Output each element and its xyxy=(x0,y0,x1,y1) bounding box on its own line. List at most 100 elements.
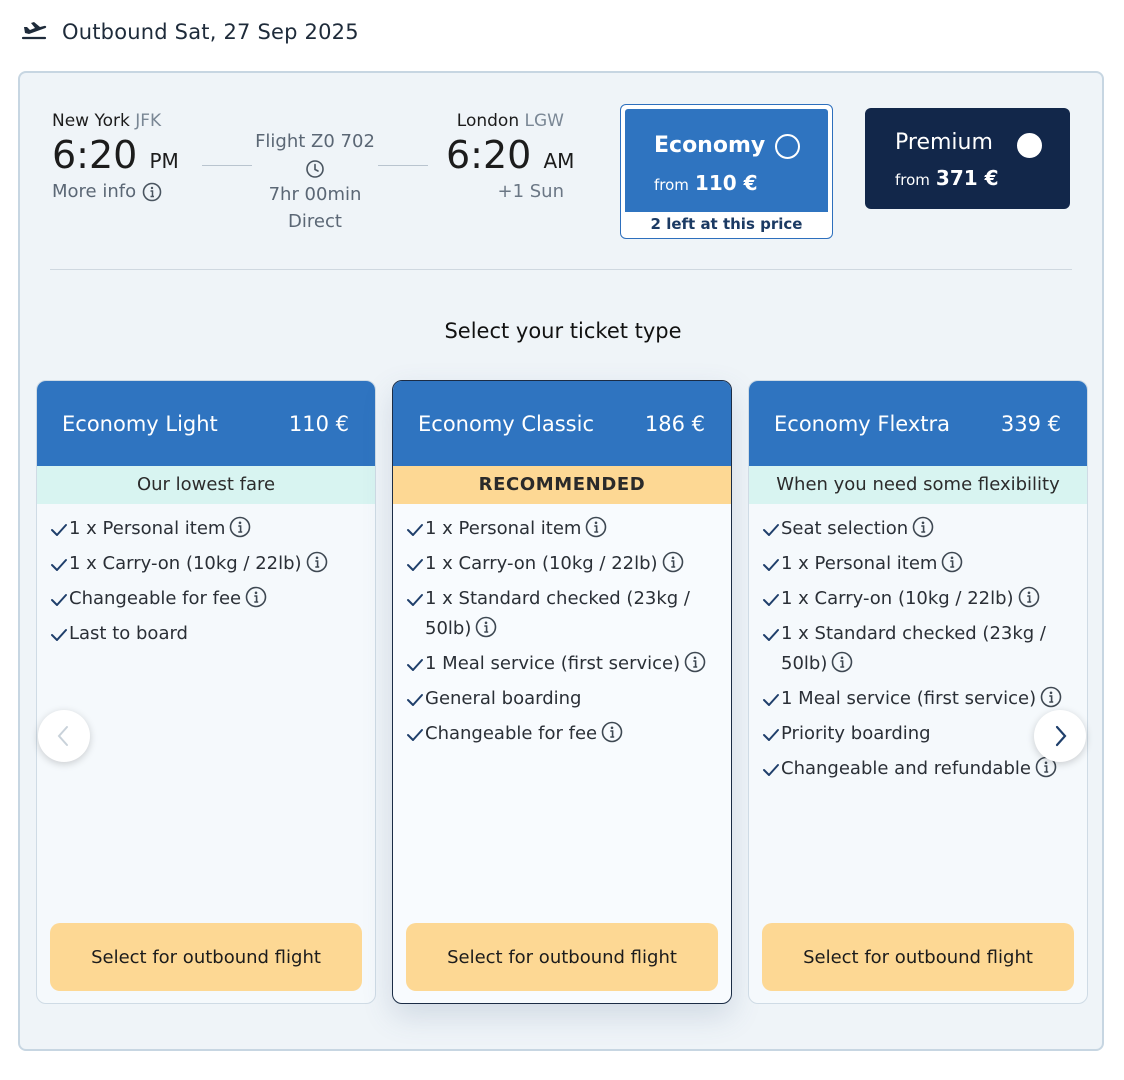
departure-time: 6:20 xyxy=(52,133,138,177)
check-icon xyxy=(763,594,779,606)
premium-radio[interactable] xyxy=(1017,133,1042,158)
fare-feature-label: Priority boarding xyxy=(781,723,931,744)
fare-feature-text: 1 x Carry-on (10kg / 22lb) xyxy=(781,584,1075,614)
carousel-next-button[interactable] xyxy=(1034,710,1086,762)
fare-feature: 1 Meal service (first service) xyxy=(761,684,1075,714)
fare-feature: 1 x Personal item xyxy=(49,514,363,544)
info-icon[interactable] xyxy=(585,516,607,538)
page-title: Outbound Sat, 27 Sep 2025 xyxy=(62,20,359,44)
economy-availability: 2 left at this price xyxy=(650,215,803,233)
fare-card: Economy Classic 186 € RECOMMENDED 1 x Perso… xyxy=(392,380,732,1004)
carousel-prev-button[interactable] xyxy=(38,710,90,762)
info-icon[interactable] xyxy=(941,551,963,573)
fare-features: Seat selection 1 x Personal item 1 x Carry… xyxy=(749,504,1087,784)
info-icon[interactable] xyxy=(912,516,934,538)
clock-icon xyxy=(306,160,324,178)
departure-info: New York JFK 6:20 PM More info xyxy=(52,111,179,202)
arrival-time-line: 6:20 AM xyxy=(446,133,574,177)
fare-feature: Priority boarding xyxy=(761,719,1075,749)
fare-feature-text: 1 x Carry-on (10kg / 22lb) xyxy=(69,549,363,579)
fare-feature-text: 1 Meal service (first service) xyxy=(425,649,719,679)
fare-feature-text: Changeable and refundable xyxy=(781,754,1075,784)
fare-feature-text: Changeable for fee xyxy=(425,719,719,749)
chevron-right-icon xyxy=(1055,725,1067,747)
select-outbound-button[interactable]: Select for outbound flight xyxy=(50,923,362,991)
info-icon[interactable] xyxy=(601,721,623,743)
fare-feature-label: Changeable for fee xyxy=(425,723,598,744)
fare-feature: Changeable for fee xyxy=(49,584,363,614)
fare-feature-text: 1 x Personal item xyxy=(781,549,1075,579)
fare-feature-label: 1 x Standard checked (23kg / 50lb) xyxy=(425,588,690,639)
info-icon[interactable] xyxy=(1040,686,1062,708)
info-icon[interactable] xyxy=(245,586,267,608)
fare-feature-text: Changeable for fee xyxy=(69,584,363,614)
fare-feature-label: 1 x Standard checked (23kg / 50lb) xyxy=(781,623,1046,674)
select-ticket-title: Select your ticket type xyxy=(444,319,682,343)
route-line-right xyxy=(378,165,428,166)
info-icon[interactable] xyxy=(475,616,497,638)
flight-number: Flight Z0 702 xyxy=(255,131,375,152)
check-icon xyxy=(763,524,779,536)
fare-feature: 1 x Standard checked (23kg / 50lb) xyxy=(761,619,1075,679)
info-icon[interactable] xyxy=(306,551,328,573)
select-outbound-button[interactable]: Select for outbound flight xyxy=(406,923,718,991)
fare-feature-label: Changeable for fee xyxy=(69,588,242,609)
fare-price: 186 € xyxy=(644,411,705,436)
fare-feature-label: 1 x Personal item xyxy=(781,553,938,574)
check-icon xyxy=(407,524,423,536)
fare-name: Economy Light xyxy=(62,411,218,436)
info-icon[interactable] xyxy=(229,516,251,538)
fare-feature-label: 1 x Carry-on (10kg / 22lb) xyxy=(425,553,658,574)
fare-feature-text: 1 x Standard checked (23kg / 50lb) xyxy=(425,584,719,644)
premium-from: from 371 € xyxy=(895,166,999,190)
fare-card-header: Economy Light 110 € xyxy=(37,381,375,466)
fare-feature-label: 1 x Carry-on (10kg / 22lb) xyxy=(781,588,1014,609)
economy-radio[interactable] xyxy=(775,134,800,159)
check-icon xyxy=(51,629,67,641)
arrival-info: London LGW 6:20 AM +1 Sun xyxy=(446,111,574,202)
info-icon[interactable] xyxy=(1018,586,1040,608)
fare-feature: 1 Meal service (first service) xyxy=(405,649,719,679)
fare-feature-text: 1 x Standard checked (23kg / 50lb) xyxy=(781,619,1075,679)
info-icon[interactable] xyxy=(831,651,853,673)
fare-feature-text: Priority boarding xyxy=(781,719,1075,749)
info-icon[interactable] xyxy=(684,651,706,673)
fare-feature: Last to board xyxy=(49,619,363,649)
fare-feature: General boarding xyxy=(405,684,719,714)
check-icon xyxy=(763,729,779,741)
fare-feature: 1 x Carry-on (10kg / 22lb) xyxy=(49,549,363,579)
check-icon xyxy=(407,729,423,741)
fare-card-header: Economy Flextra 339 € xyxy=(749,381,1087,466)
outbound-header: Outbound Sat, 27 Sep 2025 xyxy=(20,18,359,46)
fare-feature-label: Seat selection xyxy=(781,518,909,539)
fare-feature: 1 x Carry-on (10kg / 22lb) xyxy=(405,549,719,579)
check-icon xyxy=(763,559,779,571)
check-icon xyxy=(763,694,779,706)
check-icon xyxy=(763,629,779,641)
fare-feature-label: 1 Meal service (first service) xyxy=(781,688,1037,709)
fare-features: 1 x Personal item 1 x Carry-on (10kg / 22… xyxy=(37,504,375,649)
fare-feature: 1 x Carry-on (10kg / 22lb) xyxy=(761,584,1075,614)
departure-city: New York xyxy=(52,111,130,131)
fare-card: Economy Light 110 € Our lowest fare 1 x Per… xyxy=(36,380,376,1004)
arrival-city-line: London LGW xyxy=(446,111,564,131)
info-icon[interactable] xyxy=(142,182,162,202)
divider xyxy=(50,269,1072,270)
fare-feature-text: 1 x Carry-on (10kg / 22lb) xyxy=(425,549,719,579)
arrival-day-offset: +1 Sun xyxy=(497,181,565,202)
fare-price: 110 € xyxy=(288,411,349,436)
arrival-code: LGW xyxy=(524,111,564,131)
chevron-left-icon xyxy=(57,726,68,746)
select-outbound-button[interactable]: Select for outbound flight xyxy=(762,923,1074,991)
premium-cabin-option[interactable]: Premium from 371 € xyxy=(865,108,1070,209)
economy-price: 110 € xyxy=(694,171,758,195)
economy-cabin-option[interactable]: Economy from 110 € 2 left at this price xyxy=(620,104,833,239)
fare-feature: 1 x Standard checked (23kg / 50lb) xyxy=(405,584,719,644)
flight-panel: New York JFK 6:20 PM More info Flight Z0… xyxy=(18,71,1104,1051)
more-info-link[interactable]: More info xyxy=(52,181,179,202)
fare-name: Economy Flextra xyxy=(774,411,951,436)
route-line-left xyxy=(202,165,252,166)
check-icon xyxy=(407,559,423,571)
plane-takeoff-icon xyxy=(21,22,47,40)
info-icon[interactable] xyxy=(662,551,684,573)
